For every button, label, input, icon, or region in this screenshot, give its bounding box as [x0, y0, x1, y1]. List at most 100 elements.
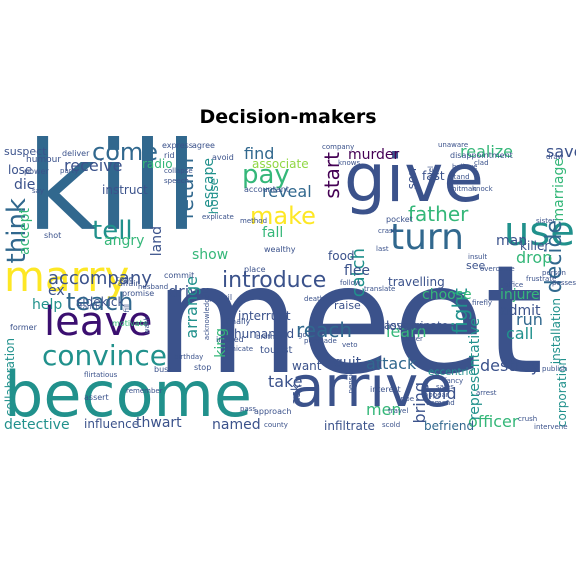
word-killer: killer: [520, 239, 550, 253]
word-rivel: rivel: [427, 166, 435, 182]
word-choose: choose: [422, 287, 472, 303]
word-house: house: [207, 178, 221, 215]
word-reveal: reveal: [262, 182, 312, 201]
word-hold: hold: [422, 384, 457, 403]
word-travelling: travelling: [388, 275, 445, 289]
word-ex: ex: [48, 283, 65, 299]
word-demand: demand: [426, 399, 455, 407]
word-die: die: [14, 177, 36, 193]
chart-title: Decision-makers: [199, 106, 377, 128]
word-speech: speech: [164, 177, 189, 185]
word-pension: pension: [347, 366, 355, 394]
word-closer: closer: [402, 335, 423, 343]
word-arrive: arrive: [290, 355, 453, 420]
word-birthday: birthday: [174, 353, 204, 361]
word-teach: teach: [66, 288, 134, 316]
word-publish: publish: [542, 365, 568, 373]
word-approach: approach: [254, 407, 292, 416]
word-believe: believe: [452, 163, 478, 171]
word-radio: radio: [142, 157, 173, 171]
word-finally: finally: [226, 317, 251, 326]
word-place: place: [244, 265, 266, 274]
word-accept: accept: [17, 208, 33, 255]
word-persuade: persuade: [304, 337, 337, 345]
word-injured: injured: [216, 335, 244, 344]
word-clad: clad: [474, 159, 489, 167]
word-accompany: accompany: [48, 268, 152, 289]
word-show: show: [192, 247, 229, 263]
word-office: office: [504, 281, 524, 289]
word-interest: interest: [370, 385, 401, 394]
word-arrest: arrest: [476, 389, 497, 397]
word-stop: stop: [194, 363, 212, 372]
word-tell: tell: [92, 216, 133, 246]
word-become: become: [4, 358, 253, 431]
word-shot: shot: [44, 231, 62, 240]
word-collapse: collapse: [164, 167, 193, 175]
word-brother: brother: [256, 333, 282, 341]
word-food: food: [328, 249, 355, 263]
word-man: man: [496, 233, 528, 249]
word-company: company: [322, 143, 355, 151]
word-explicate: explicate: [202, 213, 234, 221]
word-remember: remember: [126, 387, 163, 395]
word-save: save: [546, 142, 576, 161]
word-collaboration: collaboration: [3, 338, 17, 417]
word-destroy: destroy: [480, 356, 541, 375]
word-wash: wash: [143, 316, 151, 335]
word-fill: fill: [123, 304, 131, 313]
word-marry: marry: [4, 252, 130, 301]
word-receive: receive: [64, 156, 123, 175]
word-find: find: [244, 144, 275, 163]
word-crush: crush: [518, 415, 538, 423]
word-fall: fall: [262, 225, 284, 241]
word-veto: veto: [342, 341, 358, 349]
word-go: go: [298, 331, 307, 339]
word-rid: rid: [164, 151, 175, 160]
word-interrupt: interrupt: [238, 309, 291, 323]
word-run: run: [516, 310, 543, 329]
word-express: express: [162, 141, 193, 150]
word-frustrate: frustrate: [526, 275, 557, 283]
word-travel: travel: [388, 407, 409, 415]
word-translate: translate: [364, 285, 396, 293]
word-pocket: pocket: [386, 215, 413, 224]
word-overcome: overcome: [480, 265, 515, 273]
word-help: help: [32, 297, 63, 313]
word-possess: possess: [552, 279, 576, 287]
word-follow: follow: [340, 279, 361, 287]
word-cloud: meet kill give become arrive marry leave use tur…: [2, 126, 576, 433]
word-use: use: [504, 209, 575, 255]
word-knock: knock: [472, 185, 493, 193]
word-person: person: [542, 269, 566, 277]
word-learn: learn: [386, 322, 427, 341]
word-scold: scold: [382, 421, 401, 429]
word-flirtatious: flirtatious: [84, 371, 118, 379]
word-pass: pass: [240, 405, 257, 413]
word-affair: affair: [118, 279, 139, 288]
word-reach: reach: [296, 318, 353, 342]
word-humanoid: humanoid: [234, 327, 295, 341]
word-injure: injure: [500, 287, 540, 303]
word-drive: drive: [168, 282, 209, 301]
word-bust: bust: [154, 365, 172, 374]
word-pay: pay: [242, 160, 290, 190]
word-fornicate: fornicate: [222, 345, 254, 353]
word-evil: evil: [218, 293, 233, 302]
word-crash: crash: [378, 227, 398, 235]
word-attack: attack: [366, 354, 417, 373]
word-father: father: [408, 202, 469, 226]
word-realize: realize: [460, 142, 514, 161]
word-flee: flee: [344, 263, 371, 279]
word-sales: sales: [436, 383, 454, 391]
word-detective: detective: [4, 417, 70, 433]
word-commit: commit: [164, 271, 195, 280]
word-former: former: [10, 323, 37, 332]
word-drop: drop: [516, 248, 553, 267]
word-fast: fast: [422, 169, 445, 183]
word-arrange: arrange: [182, 276, 201, 339]
word-men: men: [366, 400, 402, 419]
word-want: want: [292, 359, 322, 373]
word-assassinate: assassinate: [384, 319, 449, 332]
word-death: death: [304, 295, 325, 303]
